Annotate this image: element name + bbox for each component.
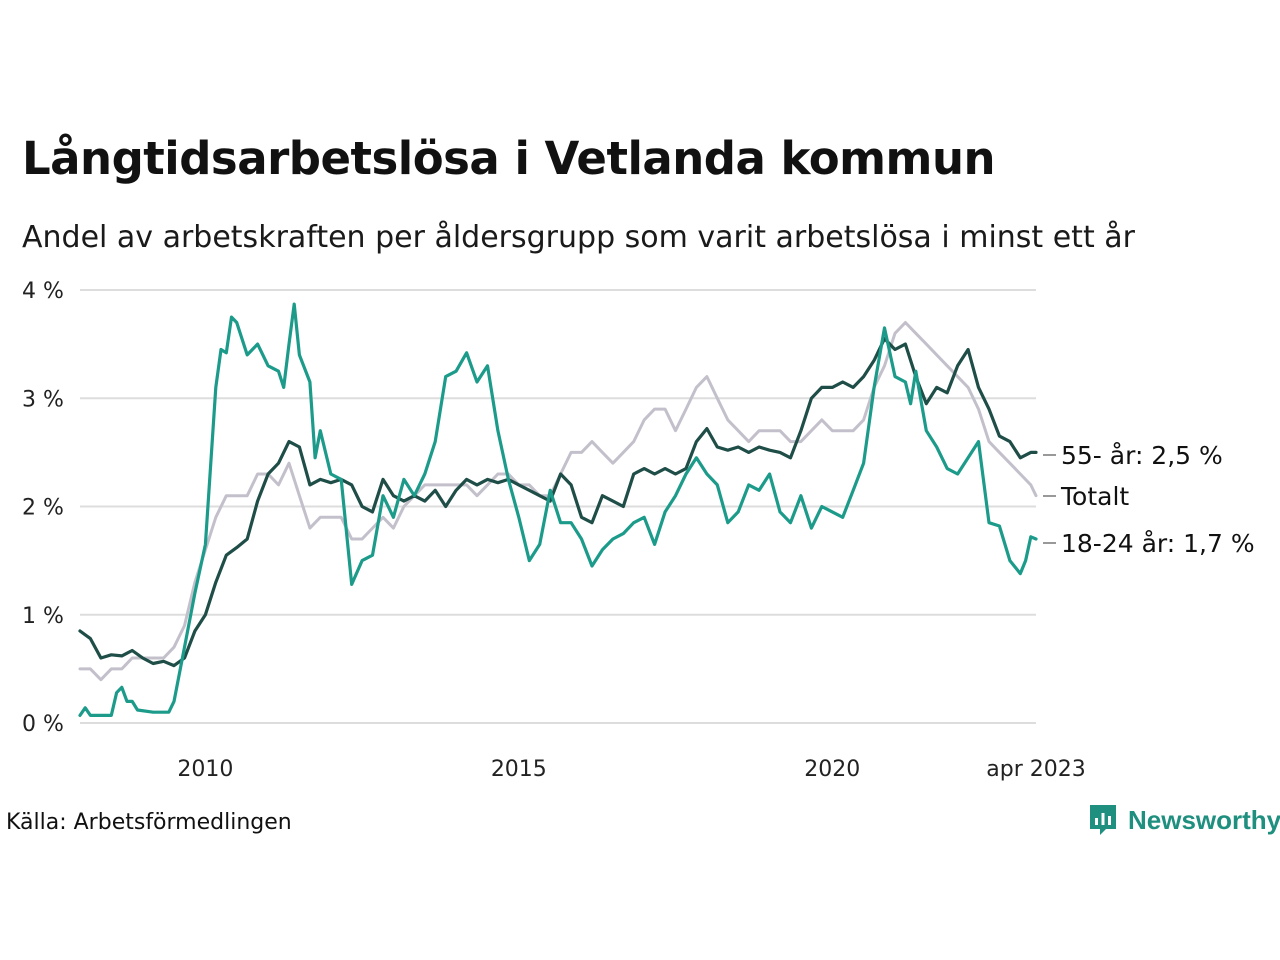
x-tick-label: apr 2023 bbox=[986, 757, 1085, 782]
x-tick-label: 2020 bbox=[804, 757, 860, 782]
newsworthy-logo-icon bbox=[1090, 805, 1116, 835]
y-tick-label: 0 % bbox=[22, 712, 64, 737]
series-line-total bbox=[78, 321, 1038, 682]
x-tick-label: 2015 bbox=[491, 757, 547, 782]
y-tick-label: 4 % bbox=[22, 279, 64, 304]
y-tick-label: 2 % bbox=[22, 496, 64, 521]
chart-title: Långtidsarbetslösa i Vetlanda kommun bbox=[22, 132, 996, 185]
end-label-age18: 18-24 år: 1,7 % bbox=[1061, 529, 1255, 558]
end-labels: Totalt 55- år: 2,5 % 18-24 år: 1,7 % bbox=[1043, 441, 1255, 558]
y-tick-label: 1 % bbox=[22, 604, 64, 629]
x-axis: 2010 2015 2020 apr 2023 bbox=[177, 757, 1085, 782]
end-label-age55: 55- år: 2,5 % bbox=[1061, 441, 1223, 470]
gridlines bbox=[80, 289, 1036, 724]
series-lines bbox=[78, 302, 1038, 717]
y-axis: 0 % 1 % 2 % 3 % 4 % bbox=[22, 279, 64, 737]
x-tick-label: 2010 bbox=[177, 757, 233, 782]
end-label-total: Totalt bbox=[1060, 482, 1129, 511]
series-line-age18 bbox=[78, 302, 1038, 717]
newsworthy-logo: Newsworthy bbox=[1088, 803, 1280, 837]
source-note: Källa: Arbetsförmedlingen bbox=[6, 810, 292, 835]
newsworthy-logo-text: Newsworthy bbox=[1128, 804, 1280, 835]
chart-subtitle: Andel av arbetskraften per åldersgrupp s… bbox=[22, 220, 1135, 255]
y-tick-label: 3 % bbox=[22, 387, 64, 412]
